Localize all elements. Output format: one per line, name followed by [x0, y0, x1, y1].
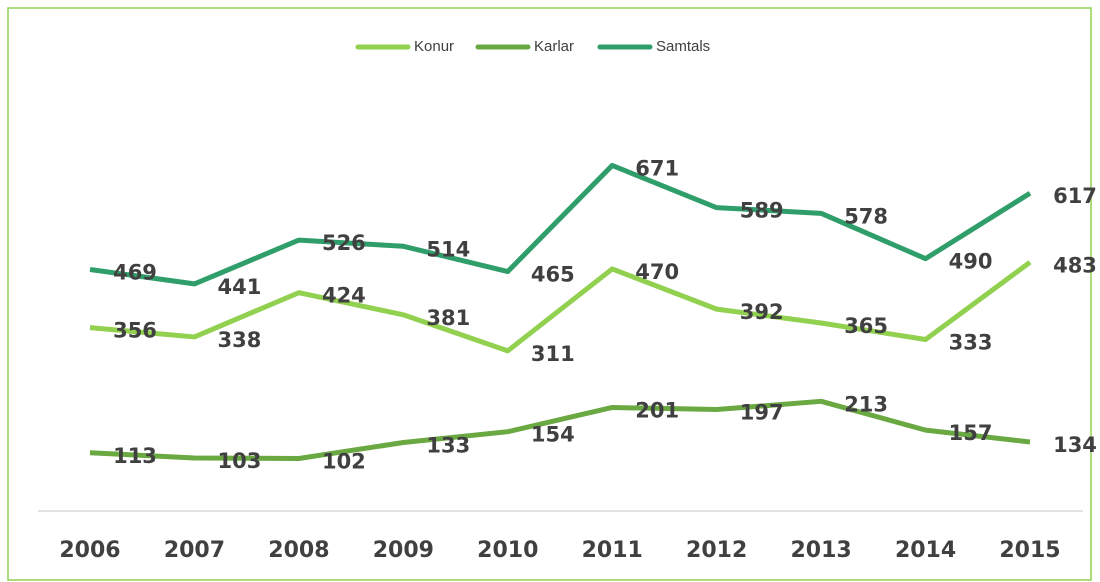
data-label: 483 [1053, 253, 1097, 277]
series-line [89, 162, 1032, 287]
data-label: 134 [1053, 433, 1097, 457]
data-label: 578 [844, 204, 888, 228]
data-label: 113 [113, 444, 157, 468]
data-label: 526 [322, 231, 366, 255]
data-label: 441 [218, 275, 262, 299]
data-label: 469 [113, 260, 157, 284]
data-label: 157 [949, 421, 993, 445]
x-tick-label: 2010 [477, 538, 538, 563]
data-label: 201 [635, 398, 679, 422]
x-tick-label: 2011 [582, 538, 643, 563]
data-label: 392 [740, 300, 784, 324]
chart-border [7, 7, 1092, 581]
series-line [89, 398, 1031, 461]
data-label: 102 [322, 449, 366, 473]
x-tick-label: 2007 [164, 538, 225, 563]
data-label: 333 [949, 331, 993, 355]
legend-label: Karlar [534, 38, 574, 55]
data-label: 103 [218, 449, 262, 473]
data-label: 465 [531, 263, 575, 287]
x-tick-label: 2009 [373, 538, 434, 563]
x-tick-label: 2012 [686, 538, 747, 563]
data-label: 617 [1053, 184, 1097, 208]
data-label: 365 [844, 314, 888, 338]
data-label: 154 [531, 423, 575, 447]
data-label: 197 [740, 401, 784, 425]
x-tick-label: 2008 [268, 538, 329, 563]
data-label: 589 [740, 199, 784, 223]
legend-label: Samtals [656, 38, 710, 55]
data-label: 490 [949, 250, 993, 274]
data-label: 311 [531, 342, 575, 366]
data-label: 470 [635, 260, 679, 284]
data-label: 213 [844, 392, 888, 416]
data-label: 424 [322, 284, 366, 308]
data-label: 514 [426, 237, 470, 261]
data-label: 338 [218, 328, 262, 352]
data-label: 381 [426, 306, 470, 330]
x-tick-label: 2013 [790, 538, 851, 563]
x-tick-label: 2015 [999, 538, 1060, 563]
x-tick-label: 2006 [59, 538, 120, 563]
x-tick-label: 2014 [895, 538, 956, 563]
legend-label: Konur [414, 38, 454, 55]
data-label: 133 [426, 434, 470, 458]
data-label: 671 [635, 156, 679, 180]
data-label: 356 [113, 319, 157, 343]
series-line [89, 260, 1032, 354]
